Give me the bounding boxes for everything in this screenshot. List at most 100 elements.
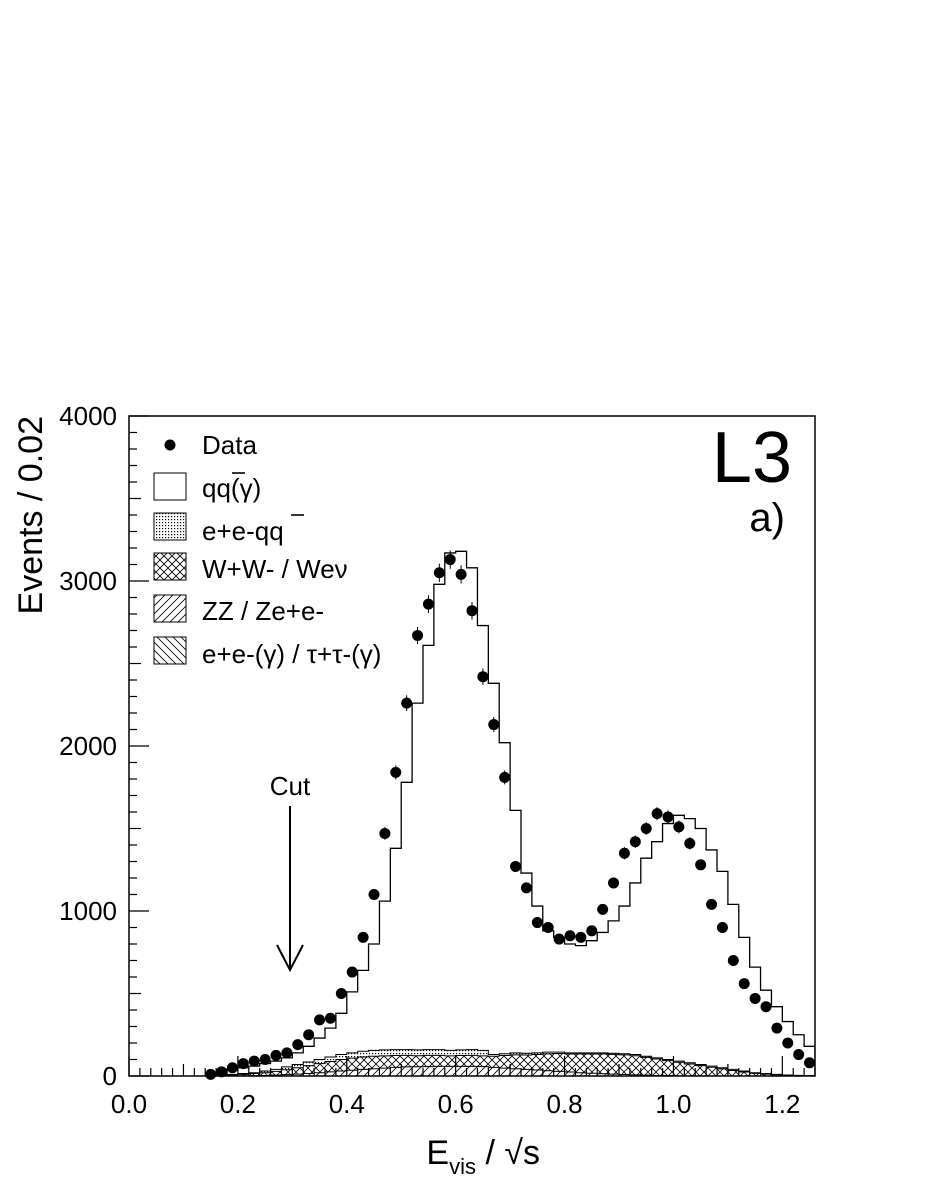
legend-entry-zz: ZZ / Ze+e- (153, 594, 324, 626)
mc-histogram (204, 550, 815, 1076)
legend-entry-qq: qq(γ) (153, 472, 261, 503)
y-tick-label: 3000 (59, 566, 117, 596)
y-tick-label: 0 (103, 1061, 117, 1091)
x-axis-label: Evis / √s (426, 1134, 540, 1179)
data-point (575, 931, 587, 943)
x-tick-label: 0.4 (329, 1089, 365, 1119)
data-point (455, 568, 467, 580)
data-point (499, 771, 511, 783)
data-point (346, 966, 358, 978)
x-tick-label: 0.6 (438, 1089, 474, 1119)
data-point (357, 931, 369, 943)
cut-label: Cut (270, 771, 311, 801)
legend-swatch-ll (153, 636, 187, 665)
data-point (608, 877, 620, 889)
data-point (368, 889, 380, 900)
data-point (226, 1062, 238, 1074)
y-axis-label: Events / 0.02 (12, 416, 50, 614)
data-point (401, 697, 413, 709)
data-point (281, 1047, 293, 1059)
plot-frame (128, 415, 816, 1077)
data-point (433, 567, 445, 579)
panel-label: a) (749, 496, 785, 540)
x-tick-label: 0.0 (111, 1089, 147, 1119)
legend-swatch-qq (153, 472, 187, 501)
data-points (205, 550, 816, 1080)
legend-label-ll: e+e-(γ) / τ+τ-(γ) (202, 639, 381, 669)
data-point (444, 554, 456, 566)
data-point (314, 1014, 326, 1026)
data-point (520, 882, 532, 894)
legend-label-data: Data (202, 430, 257, 460)
data-point (390, 766, 402, 778)
data-point (684, 837, 696, 849)
data-point (477, 671, 489, 683)
legend-entry-eeqq: e+e-qq (153, 512, 304, 546)
data-point (335, 988, 347, 999)
data-point (488, 719, 500, 731)
data-point (749, 992, 761, 1004)
data-point (324, 1012, 336, 1024)
legend-entry-ll: e+e-(γ) / τ+τ-(γ) (153, 636, 381, 669)
data-point (695, 859, 707, 871)
data-point (531, 917, 543, 929)
y-tick-label: 4000 (59, 401, 117, 431)
data-point (673, 821, 685, 833)
data-point (640, 823, 652, 834)
data-point (651, 808, 663, 820)
data-point (412, 629, 424, 641)
legend-entry-ww: W+W- / Weν (153, 552, 348, 584)
x-tick-label: 1.0 (655, 1089, 691, 1119)
data-point (706, 898, 718, 910)
data-point (510, 860, 522, 872)
data-point (303, 1029, 315, 1041)
data-point (771, 1022, 783, 1034)
data-point (629, 836, 641, 848)
y-tick-label: 1000 (59, 896, 117, 926)
data-point (216, 1066, 228, 1078)
data-point (379, 827, 391, 839)
legend-label-zz: ZZ / Ze+e- (202, 596, 324, 626)
experiment-label: L3 (712, 418, 792, 498)
mc-total-outline (204, 550, 815, 1076)
data-point (553, 933, 565, 945)
axis-ticks: 0.0 0.2 0.4 0.6 0.8 1.0 1.2 0 1000 2000 3000 4000 (59, 401, 816, 1119)
x-tick-label: 0.8 (546, 1089, 582, 1119)
data-point (564, 930, 576, 942)
data-point (597, 903, 609, 915)
data-point (782, 1037, 794, 1049)
data-point (727, 955, 739, 966)
data-point (466, 605, 478, 617)
legend-label-qq: qq(γ) (202, 473, 261, 503)
legend-label-ww: W+W- / Weν (202, 554, 348, 584)
data-point (760, 1001, 772, 1013)
cut-arrow-head (276, 944, 304, 973)
legend-swatch-ww (153, 552, 187, 581)
x-tick-label: 1.2 (764, 1089, 800, 1119)
legend-swatch-zz (153, 594, 187, 623)
legend-swatch-eeqq (153, 512, 187, 541)
legend: Data qq(γ) e+e-qq W+W- / Weν ZZ / Ze+e- … (153, 430, 381, 669)
data-point (716, 922, 728, 933)
data-point (542, 922, 554, 933)
legend-entry-data: Data (164, 430, 257, 460)
legend-label-eeqq: e+e-qq (202, 516, 284, 546)
y-tick-label: 2000 (59, 731, 117, 761)
data-point (422, 598, 434, 610)
legend-marker-data (164, 439, 176, 451)
cut-annotation: Cut (270, 771, 311, 973)
x-tick-label: 0.2 (220, 1089, 256, 1119)
data-point (738, 978, 750, 990)
data-point (662, 811, 674, 823)
data-point (618, 847, 630, 859)
data-point (237, 1058, 249, 1070)
data-point (205, 1068, 217, 1080)
data-point (804, 1057, 816, 1069)
data-point (292, 1039, 304, 1051)
data-point (793, 1049, 805, 1061)
data-point (270, 1049, 282, 1061)
data-point (248, 1055, 260, 1067)
data-point (586, 925, 598, 937)
data-point (259, 1054, 271, 1065)
